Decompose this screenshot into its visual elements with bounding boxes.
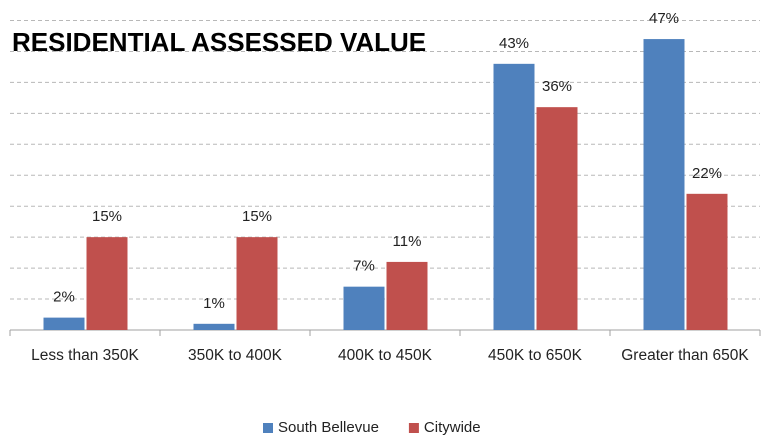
data-label: 15%: [92, 208, 122, 225]
bar: [536, 107, 578, 330]
bar: [193, 323, 235, 330]
data-label: 43%: [499, 35, 529, 52]
bar: [236, 237, 278, 330]
legend-swatch: [263, 423, 273, 433]
data-label: 22%: [692, 165, 722, 182]
bar: [493, 63, 535, 331]
data-label: 47%: [649, 10, 679, 27]
bar: [86, 237, 128, 330]
x-tick-label: Less than 350K: [31, 347, 139, 364]
data-label: 11%: [393, 233, 422, 250]
data-label: 2%: [53, 289, 75, 306]
x-tick-label: 350K to 400K: [188, 347, 282, 364]
bar: [343, 286, 385, 330]
data-label: 15%: [242, 208, 272, 225]
legend-label: Citywide: [424, 419, 481, 436]
bar: [43, 317, 85, 330]
x-tick-label: 450K to 650K: [488, 347, 582, 364]
data-label: 1%: [203, 295, 225, 312]
bar: [643, 39, 685, 330]
legend-label: South Bellevue: [278, 419, 379, 436]
chart-title: RESIDENTIAL ASSESSED VALUE: [12, 27, 426, 57]
legend-swatch: [408, 423, 419, 433]
bar: [686, 193, 728, 330]
data-label: 36%: [542, 78, 572, 95]
data-label: 7%: [353, 258, 375, 275]
x-tick-label: 400K to 450K: [338, 347, 432, 364]
bar: [386, 261, 428, 330]
x-tick-label: Greater than 650K: [621, 347, 749, 364]
